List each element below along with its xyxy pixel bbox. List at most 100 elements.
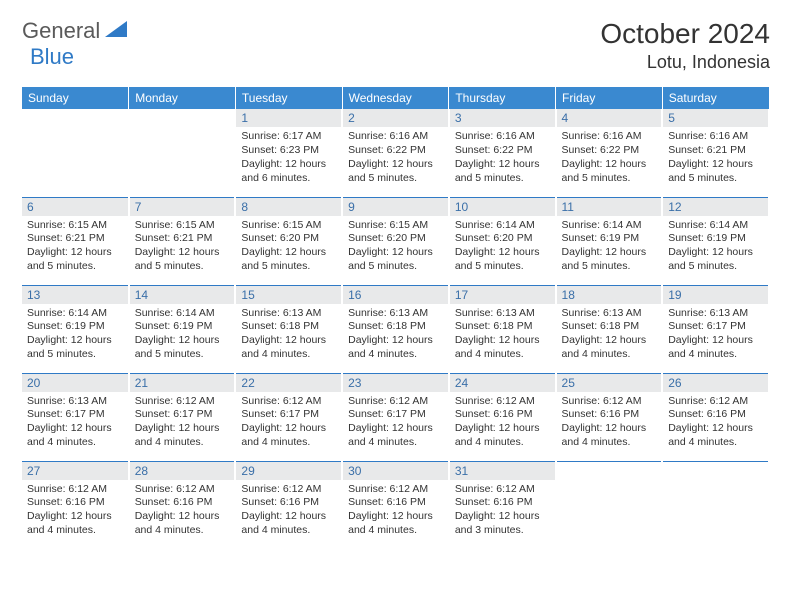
daylight-line: Daylight: 12 hours and 3 minutes. — [455, 510, 550, 538]
calendar-table: Sunday Monday Tuesday Wednesday Thursday… — [22, 87, 770, 549]
sunrise-line: Sunrise: 6:14 AM — [455, 219, 550, 233]
daylight-line: Daylight: 12 hours and 5 minutes. — [135, 246, 230, 274]
day-content: Sunrise: 6:12 AMSunset: 6:16 PMDaylight:… — [22, 480, 128, 541]
col-wednesday: Wednesday — [342, 87, 449, 109]
daylight-line: Daylight: 12 hours and 4 minutes. — [348, 422, 443, 450]
daylight-line: Daylight: 12 hours and 6 minutes. — [241, 158, 336, 186]
week-row: 13Sunrise: 6:14 AMSunset: 6:19 PMDayligh… — [22, 285, 769, 373]
sunset-line: Sunset: 6:18 PM — [562, 320, 657, 334]
col-thursday: Thursday — [449, 87, 556, 109]
daylight-line: Daylight: 12 hours and 5 minutes. — [135, 334, 230, 362]
day-cell: 29Sunrise: 6:12 AMSunset: 6:16 PMDayligh… — [235, 461, 342, 549]
sunset-line: Sunset: 6:16 PM — [135, 496, 230, 510]
day-number: 30 — [343, 462, 448, 480]
sunrise-line: Sunrise: 6:12 AM — [241, 483, 336, 497]
day-cell: 31Sunrise: 6:12 AMSunset: 6:16 PMDayligh… — [449, 461, 556, 549]
sunrise-line: Sunrise: 6:12 AM — [348, 395, 443, 409]
sunrise-line: Sunrise: 6:15 AM — [241, 219, 336, 233]
sunset-line: Sunset: 6:22 PM — [455, 144, 550, 158]
sunrise-line: Sunrise: 6:12 AM — [562, 395, 657, 409]
logo-word2: Blue — [30, 44, 74, 70]
sunset-line: Sunset: 6:20 PM — [455, 232, 550, 246]
week-row: 27Sunrise: 6:12 AMSunset: 6:16 PMDayligh… — [22, 461, 769, 549]
day-content: Sunrise: 6:13 AMSunset: 6:17 PMDaylight:… — [22, 392, 128, 453]
logo-word1: General — [22, 18, 100, 44]
sunrise-line: Sunrise: 6:13 AM — [27, 395, 123, 409]
sunrise-line: Sunrise: 6:12 AM — [241, 395, 336, 409]
sunrise-line: Sunrise: 6:12 AM — [135, 395, 230, 409]
day-content: Sunrise: 6:16 AMSunset: 6:21 PMDaylight:… — [663, 127, 768, 188]
day-cell — [662, 461, 769, 549]
daylight-line: Daylight: 12 hours and 4 minutes. — [455, 334, 550, 362]
sunrise-line: Sunrise: 6:14 AM — [27, 307, 123, 321]
day-number: 3 — [450, 109, 555, 127]
sunset-line: Sunset: 6:16 PM — [562, 408, 657, 422]
day-content: Sunrise: 6:13 AMSunset: 6:17 PMDaylight:… — [663, 304, 768, 365]
sunrise-line: Sunrise: 6:15 AM — [27, 219, 123, 233]
day-cell: 11Sunrise: 6:14 AMSunset: 6:19 PMDayligh… — [556, 197, 663, 285]
daylight-line: Daylight: 12 hours and 4 minutes. — [241, 422, 336, 450]
day-number: 27 — [22, 462, 128, 480]
col-monday: Monday — [129, 87, 236, 109]
daylight-line: Daylight: 12 hours and 4 minutes. — [668, 422, 763, 450]
sunset-line: Sunset: 6:19 PM — [135, 320, 230, 334]
day-cell: 13Sunrise: 6:14 AMSunset: 6:19 PMDayligh… — [22, 285, 129, 373]
col-sunday: Sunday — [22, 87, 129, 109]
day-content: Sunrise: 6:15 AMSunset: 6:21 PMDaylight:… — [130, 216, 235, 277]
sunset-line: Sunset: 6:22 PM — [562, 144, 657, 158]
daylight-line: Daylight: 12 hours and 5 minutes. — [668, 246, 763, 274]
daylight-line: Daylight: 12 hours and 4 minutes. — [455, 422, 550, 450]
daylight-line: Daylight: 12 hours and 5 minutes. — [562, 246, 657, 274]
sunset-line: Sunset: 6:21 PM — [668, 144, 763, 158]
sunset-line: Sunset: 6:16 PM — [348, 496, 443, 510]
day-cell: 1Sunrise: 6:17 AMSunset: 6:23 PMDaylight… — [235, 109, 342, 197]
day-content: Sunrise: 6:16 AMSunset: 6:22 PMDaylight:… — [450, 127, 555, 188]
day-number: 12 — [663, 198, 768, 216]
day-number: 24 — [450, 374, 555, 392]
daylight-line: Daylight: 12 hours and 5 minutes. — [241, 246, 336, 274]
sunset-line: Sunset: 6:18 PM — [455, 320, 550, 334]
week-row: 20Sunrise: 6:13 AMSunset: 6:17 PMDayligh… — [22, 373, 769, 461]
day-header-row: Sunday Monday Tuesday Wednesday Thursday… — [22, 87, 769, 109]
day-content: Sunrise: 6:15 AMSunset: 6:20 PMDaylight:… — [343, 216, 448, 277]
col-friday: Friday — [556, 87, 663, 109]
sunset-line: Sunset: 6:16 PM — [241, 496, 336, 510]
day-cell: 4Sunrise: 6:16 AMSunset: 6:22 PMDaylight… — [556, 109, 663, 197]
day-cell: 19Sunrise: 6:13 AMSunset: 6:17 PMDayligh… — [662, 285, 769, 373]
day-content: Sunrise: 6:12 AMSunset: 6:16 PMDaylight:… — [236, 480, 341, 541]
day-cell: 2Sunrise: 6:16 AMSunset: 6:22 PMDaylight… — [342, 109, 449, 197]
day-content: Sunrise: 6:12 AMSunset: 6:16 PMDaylight:… — [663, 392, 768, 453]
sunset-line: Sunset: 6:19 PM — [27, 320, 123, 334]
day-number: 9 — [343, 198, 448, 216]
day-cell: 27Sunrise: 6:12 AMSunset: 6:16 PMDayligh… — [22, 461, 129, 549]
day-number: 15 — [236, 286, 341, 304]
daylight-line: Daylight: 12 hours and 4 minutes. — [348, 510, 443, 538]
sunset-line: Sunset: 6:17 PM — [668, 320, 763, 334]
day-content: Sunrise: 6:13 AMSunset: 6:18 PMDaylight:… — [343, 304, 448, 365]
day-content: Sunrise: 6:12 AMSunset: 6:16 PMDaylight:… — [557, 392, 662, 453]
day-cell: 18Sunrise: 6:13 AMSunset: 6:18 PMDayligh… — [556, 285, 663, 373]
daylight-line: Daylight: 12 hours and 4 minutes. — [668, 334, 763, 362]
day-content: Sunrise: 6:13 AMSunset: 6:18 PMDaylight:… — [557, 304, 662, 365]
day-number: 17 — [450, 286, 555, 304]
day-cell: 28Sunrise: 6:12 AMSunset: 6:16 PMDayligh… — [129, 461, 236, 549]
day-cell: 5Sunrise: 6:16 AMSunset: 6:21 PMDaylight… — [662, 109, 769, 197]
logo: General — [22, 18, 129, 44]
day-number: 31 — [450, 462, 555, 480]
sunrise-line: Sunrise: 6:12 AM — [135, 483, 230, 497]
day-cell: 23Sunrise: 6:12 AMSunset: 6:17 PMDayligh… — [342, 373, 449, 461]
day-number: 2 — [343, 109, 448, 127]
day-cell: 16Sunrise: 6:13 AMSunset: 6:18 PMDayligh… — [342, 285, 449, 373]
sunset-line: Sunset: 6:18 PM — [348, 320, 443, 334]
day-cell: 6Sunrise: 6:15 AMSunset: 6:21 PMDaylight… — [22, 197, 129, 285]
day-cell — [129, 109, 236, 197]
day-number: 23 — [343, 374, 448, 392]
day-content: Sunrise: 6:13 AMSunset: 6:18 PMDaylight:… — [450, 304, 555, 365]
sunrise-line: Sunrise: 6:13 AM — [562, 307, 657, 321]
day-cell: 7Sunrise: 6:15 AMSunset: 6:21 PMDaylight… — [129, 197, 236, 285]
daylight-line: Daylight: 12 hours and 4 minutes. — [241, 334, 336, 362]
sunrise-line: Sunrise: 6:13 AM — [241, 307, 336, 321]
sunset-line: Sunset: 6:18 PM — [241, 320, 336, 334]
day-cell — [556, 461, 663, 549]
day-cell: 3Sunrise: 6:16 AMSunset: 6:22 PMDaylight… — [449, 109, 556, 197]
